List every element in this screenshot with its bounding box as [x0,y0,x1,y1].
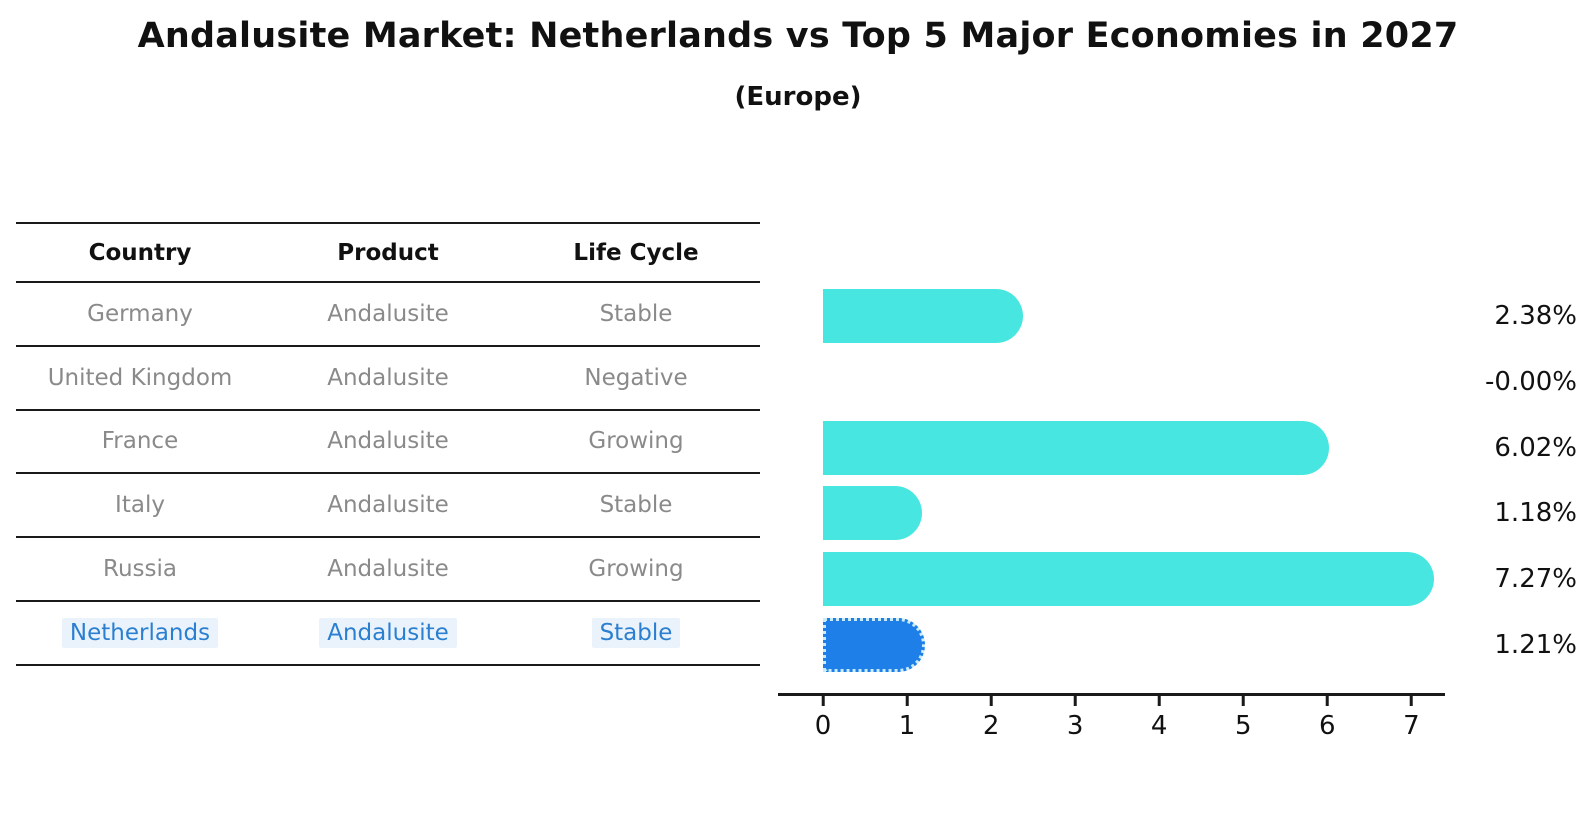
tick-label: 7 [1403,711,1420,741]
x-tick-4: 4 [1150,696,1168,741]
table-row-germany: Germany Andalusite Stable [16,283,760,347]
value-label-germany: 2.38% [1494,300,1577,331]
bar-row-united-kingdom: -0.00% [823,349,1577,415]
cell-lifecycle: Stable [599,492,673,519]
bar-russia [823,552,1435,607]
cell-product: Andalusite [327,556,449,583]
cell-product: Andalusite [327,300,449,327]
x-tick-7: 7 [1403,696,1420,741]
tick-label: 3 [1066,711,1084,741]
cell-country: Netherlands [16,617,264,648]
bar-chart-plot-area: 2.38% -0.00% 6.02% 1.18% 7.27% 1.21% [823,283,1577,678]
x-tick-2: 2 [982,696,1000,741]
column-header-product: Product [337,239,439,266]
tick-mark [1409,696,1413,706]
column-header-lifecycle: Life Cycle [573,239,699,266]
value-label-france: 6.02% [1494,432,1577,463]
tick-label: 2 [982,711,1000,741]
x-tick-0: 0 [814,696,832,741]
cell-product: Andalusite [327,364,449,391]
cell-lifecycle: Growing [588,556,684,583]
x-axis-line [778,693,1445,696]
bar-netherlands-highlighted [823,618,925,673]
tick-label: 5 [1234,711,1252,741]
x-tick-6: 6 [1319,696,1336,741]
x-tick-5: 5 [1235,696,1252,741]
cell-lifecycle: Stable [512,617,760,648]
value-label-italy: 1.18% [1494,498,1577,529]
table-header-row: Country Product Life Cycle [16,224,760,283]
table-row-netherlands-highlighted: Netherlands Andalusite Stable [16,602,760,666]
cell-product: Andalusite [327,492,449,519]
bar-row-netherlands: 1.21% [823,612,1577,678]
tick-mark [1325,696,1329,706]
value-label-united-kingdom: -0.00% [1485,366,1577,397]
cell-country: Italy [115,492,165,519]
cell-lifecycle: Negative [584,364,688,391]
x-axis-ticks: 0 1 2 3 4 5 6 7 [815,696,1445,756]
country-table: Country Product Life Cycle Germany Andal… [16,222,760,666]
bar-row-germany: 2.38% [823,283,1577,349]
cell-country: Russia [103,556,177,583]
table-row-italy: Italy Andalusite Stable [16,474,760,539]
tick-label: 6 [1319,711,1336,741]
bar-row-russia: 7.27% [823,546,1577,612]
value-label-russia: 7.27% [1494,564,1577,595]
cell-lifecycle: Growing [588,428,684,455]
tick-mark [989,696,993,706]
tick-mark [905,696,909,706]
chart-title: Andalusite Market: Netherlands vs Top 5 … [137,16,1459,56]
bar-germany [823,288,1024,343]
tick-label: 4 [1150,711,1168,741]
value-label-netherlands: 1.21% [1494,630,1577,661]
cell-lifecycle: Stable [599,300,673,327]
column-header-country: Country [88,239,192,266]
bar-row-italy: 1.18% [823,480,1577,546]
bar-row-france: 6.02% [823,415,1577,481]
cell-country: France [101,428,179,455]
bar-italy [823,486,923,541]
cell-product: Andalusite [264,617,512,648]
cell-country: United Kingdom [47,364,233,391]
chart-subtitle: (Europe) [734,82,862,112]
tick-label: 1 [898,711,916,741]
table-row-france: France Andalusite Growing [16,411,760,475]
tick-mark [821,696,825,706]
tick-label: 0 [814,711,832,741]
cell-product: Andalusite [327,428,449,455]
table-row-russia: Russia Andalusite Growing [16,538,760,602]
tick-mark [1241,696,1245,706]
tick-mark [1157,696,1161,706]
cell-country: Germany [87,300,193,327]
x-tick-1: 1 [898,696,916,741]
x-tick-3: 3 [1066,696,1084,741]
tick-mark [1073,696,1077,706]
table-row-united-kingdom: United Kingdom Andalusite Negative [16,347,760,411]
bar-france [823,420,1329,475]
